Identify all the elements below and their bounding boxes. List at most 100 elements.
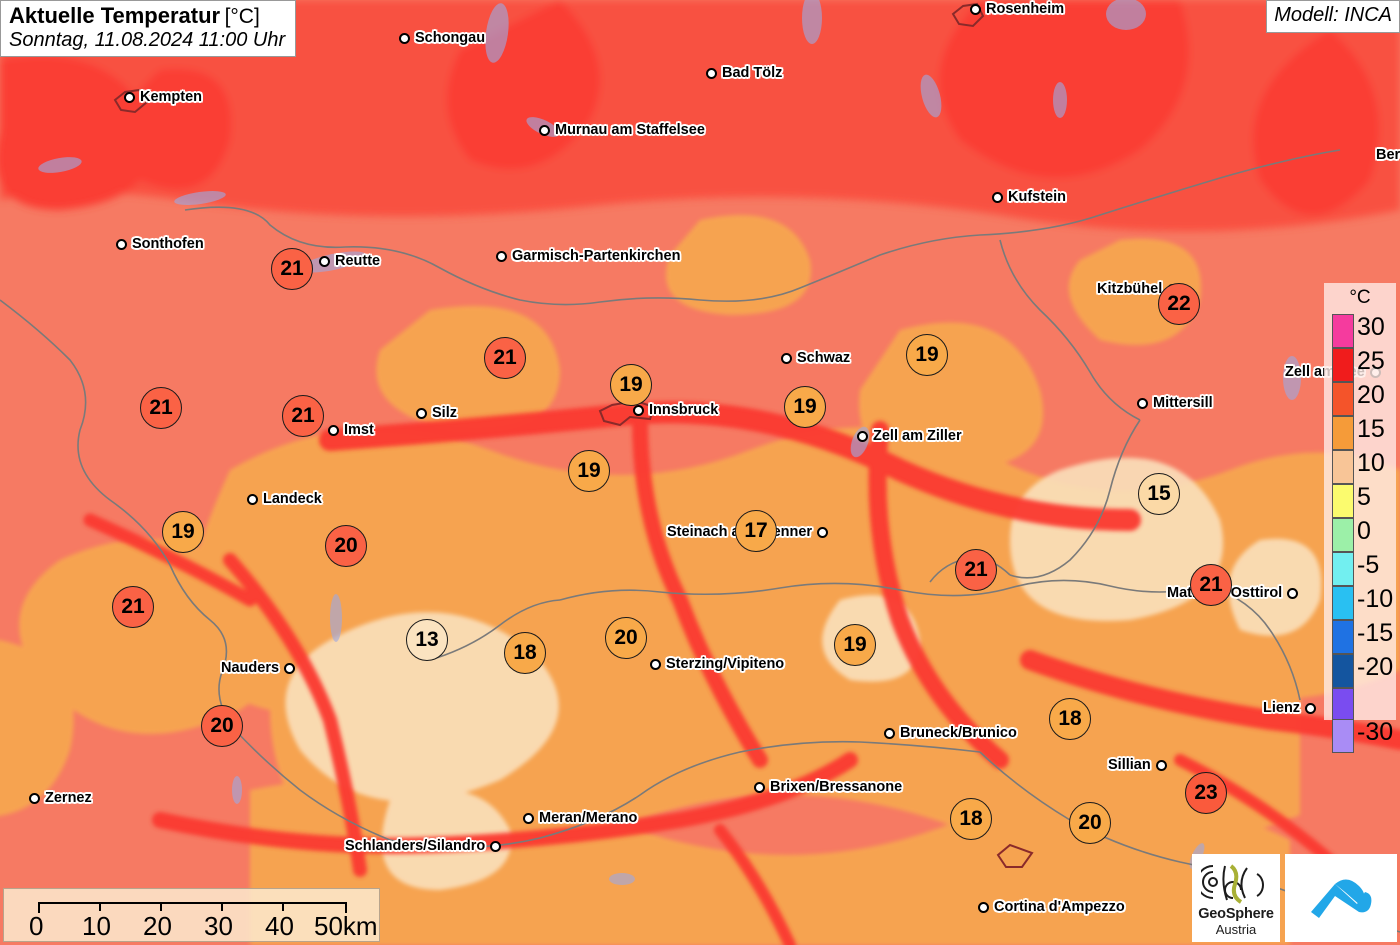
station-value: 21	[121, 595, 145, 618]
city-marker[interactable]: Meran/Merano	[523, 810, 637, 826]
city-marker[interactable]: Bad Tölz	[706, 65, 782, 81]
station-bubble[interactable]: 18	[1049, 698, 1091, 740]
city-dot	[124, 91, 135, 103]
station-value: 21	[291, 404, 315, 427]
city-marker[interactable]: Sonthofen	[116, 236, 204, 252]
city-marker[interactable]: Kempten	[124, 89, 202, 105]
legend-swatch	[1332, 416, 1354, 450]
city-dot	[1137, 397, 1148, 409]
city-marker[interactable]: Zell am Ziller	[857, 428, 962, 444]
title-box: Aktuelle Temperatur [°C] Sonntag, 11.08.…	[0, 0, 297, 58]
city-marker[interactable]: Sterzing/Vipiteno	[650, 656, 784, 672]
city-marker[interactable]: Cortina d'Ampezzo	[978, 899, 1125, 915]
city-marker[interactable]: Rosenheim	[970, 1, 1064, 17]
city-marker[interactable]: Silz	[416, 405, 457, 421]
city-dot	[416, 407, 427, 419]
station-bubble[interactable]: 21	[1190, 564, 1232, 606]
station-value: 21	[280, 257, 304, 280]
station-bubble[interactable]: 19	[906, 334, 948, 376]
station-value: 18	[959, 807, 983, 830]
station-bubble[interactable]: 21	[112, 586, 154, 628]
scale-bar-line	[38, 902, 347, 913]
station-value: 18	[1058, 707, 1082, 730]
station-value: 19	[619, 373, 643, 396]
city-marker[interactable]: Zernez	[29, 790, 92, 806]
scale-label: 40	[265, 911, 294, 941]
city-marker[interactable]: Mittersill	[1137, 395, 1213, 411]
city-marker[interactable]: Reutte	[319, 253, 380, 269]
station-bubble[interactable]: 22	[1158, 283, 1200, 325]
legend-label: -20	[1357, 653, 1394, 681]
station-bubble[interactable]: 19	[568, 450, 610, 492]
city-label: Garmisch-Partenkirchen	[512, 248, 681, 264]
city-marker[interactable]: Schongau	[399, 30, 485, 46]
city-dot	[496, 250, 507, 262]
city-marker[interactable]: Murnau am Staffelsee	[539, 122, 705, 138]
model-label: Modell: INCA	[1266, 0, 1400, 33]
station-bubble[interactable]: 19	[784, 386, 826, 428]
city-label: Cortina d'Ampezzo	[994, 899, 1125, 915]
city-marker[interactable]: Innsbruck	[633, 402, 718, 418]
station-bubble[interactable]: 19	[610, 364, 652, 406]
station-bubble[interactable]: 23	[1185, 772, 1227, 814]
station-bubble[interactable]: 20	[1069, 802, 1111, 844]
city-marker[interactable]: Landeck	[247, 491, 322, 507]
city-label: Mittersill	[1153, 395, 1213, 411]
scale-bar: 0 10 20 30 40 50km	[3, 888, 380, 942]
station-bubble[interactable]: 20	[605, 617, 647, 659]
station-bubble[interactable]: 19	[834, 624, 876, 666]
city-label: Zernez	[45, 790, 92, 806]
station-bubble[interactable]: 21	[271, 248, 313, 290]
city-dot	[978, 901, 989, 913]
city-marker[interactable]: Sillian	[1108, 757, 1167, 773]
city-dot	[539, 124, 550, 136]
city-marker[interactable]: Schlanders/Silandro	[345, 838, 502, 854]
city-dot	[1155, 759, 1167, 771]
city-marker[interactable]: Schwaz	[781, 350, 850, 366]
legend-swatch	[1332, 484, 1354, 518]
station-bubble[interactable]: 18	[950, 798, 992, 840]
station-bubble[interactable]: 21	[955, 549, 997, 591]
city-marker[interactable]: Imst	[328, 422, 374, 438]
station-value: 18	[513, 641, 537, 664]
city-dot	[781, 352, 792, 364]
city-label: Sillian	[1108, 757, 1151, 773]
scale-label: 10	[82, 911, 111, 941]
city-dot	[992, 191, 1003, 203]
city-marker[interactable]: Brixen/Bressanone	[754, 779, 902, 795]
station-bubble[interactable]: 13	[406, 619, 448, 661]
city-marker[interactable]: Nauders	[221, 660, 296, 676]
station-bubble[interactable]: 21	[282, 395, 324, 437]
station-bubble[interactable]: 21	[140, 387, 182, 429]
city-marker[interactable]: Berchtesgaden	[1376, 147, 1400, 163]
city-label: Kufstein	[1008, 189, 1066, 205]
station-bubble[interactable]: 19	[162, 511, 204, 553]
city-marker[interactable]: Garmisch-Partenkirchen	[496, 248, 680, 264]
scale-label: 30	[204, 911, 233, 941]
station-value: 13	[415, 628, 439, 651]
station-bubble[interactable]: 18	[504, 632, 546, 674]
station-bubble[interactable]: 20	[201, 705, 243, 747]
city-label: Zell am Ziller	[873, 428, 962, 444]
city-marker[interactable]: Kufstein	[992, 189, 1066, 205]
legend-label: 20	[1357, 381, 1385, 409]
station-bubble[interactable]: 21	[484, 337, 526, 379]
station-bubble[interactable]: 17	[735, 510, 777, 552]
geosphere-sub: Austria	[1215, 922, 1257, 937]
legend-label: -30	[1357, 718, 1394, 746]
station-value: 20	[614, 626, 638, 649]
legend-row-last: -30	[1332, 685, 1396, 753]
station-bubble[interactable]: 15	[1138, 473, 1180, 515]
station-value: 23	[1194, 781, 1218, 804]
station-value: 22	[1167, 292, 1191, 315]
city-dot	[706, 67, 717, 79]
city-marker[interactable]: Lienz	[1263, 700, 1317, 716]
city-label: Schongau	[415, 30, 486, 46]
blue-chevron-icon	[1311, 879, 1372, 918]
station-bubble[interactable]: 20	[325, 525, 367, 567]
city-marker[interactable]: Matrei in Osttirol	[1167, 585, 1299, 601]
city-marker[interactable]: Bruneck/Brunico	[884, 725, 1017, 741]
legend-row: 0	[1332, 517, 1396, 552]
